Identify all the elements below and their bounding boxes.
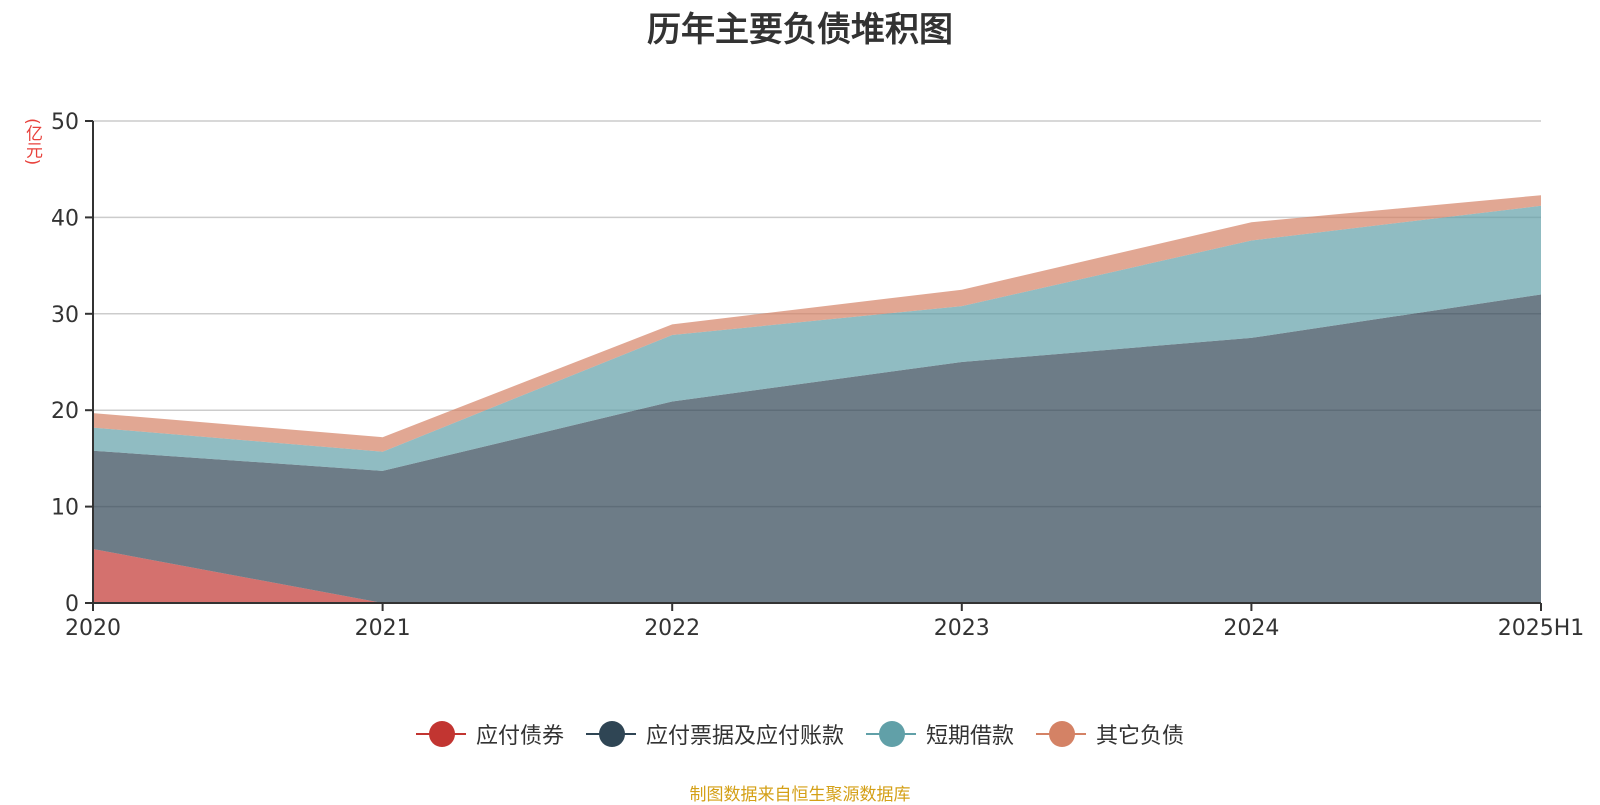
chart-title: 历年主要负债堆积图 xyxy=(647,10,953,50)
y-tick-label: 40 xyxy=(51,206,79,231)
area-series xyxy=(93,195,1541,452)
x-tick-label: 2025H1 xyxy=(1498,616,1585,641)
x-tick-label: 2024 xyxy=(1223,616,1279,641)
x-tick-label: 2021 xyxy=(355,616,411,641)
area-series xyxy=(93,205,1541,471)
stacked-areas xyxy=(93,195,1541,603)
legend-item[interactable]: 应付债券 xyxy=(415,718,564,750)
x-tick-label: 2023 xyxy=(934,616,990,641)
legend-label: 其它负债 xyxy=(1096,724,1185,749)
source-note: 制图数据来自恒生聚源数据库 xyxy=(689,785,911,805)
legend-marker-icon xyxy=(415,721,466,747)
axes xyxy=(85,120,1542,611)
legend-marker-icon xyxy=(1036,721,1087,747)
legend-marker-icon xyxy=(585,721,636,747)
y-tick-label: 0 xyxy=(65,592,79,617)
legend-marker-icon xyxy=(866,721,916,747)
y-tick-label: 30 xyxy=(51,303,79,328)
legend-label: 短期借款 xyxy=(926,724,1015,749)
area-series xyxy=(93,294,1541,603)
legend-label: 应付债券 xyxy=(475,724,564,749)
y-tick-label: 20 xyxy=(51,399,79,424)
legend: 应付债券 应付票据及应付账款 短期借款 其它负债 xyxy=(0,718,1600,750)
area-series xyxy=(93,549,1541,603)
y-tick-label: 10 xyxy=(51,496,79,521)
tick-labels: 0 10 20 30 40 50 2020 2021 2022 2023 2024 2025H1 xyxy=(51,110,1584,641)
y-tick-label: 50 xyxy=(51,110,79,135)
legend-item[interactable]: 其它负债 xyxy=(1036,718,1184,750)
legend-item[interactable]: 短期借款 xyxy=(866,718,1014,750)
legend-label: 应付票据及应付账款 xyxy=(645,724,844,749)
x-tick-label: 2020 xyxy=(65,616,121,641)
legend-item[interactable]: 应付票据及应付账款 xyxy=(585,718,844,750)
y-axis-unit-label: (亿元) xyxy=(22,118,42,166)
x-tick-label: 2022 xyxy=(644,616,700,641)
